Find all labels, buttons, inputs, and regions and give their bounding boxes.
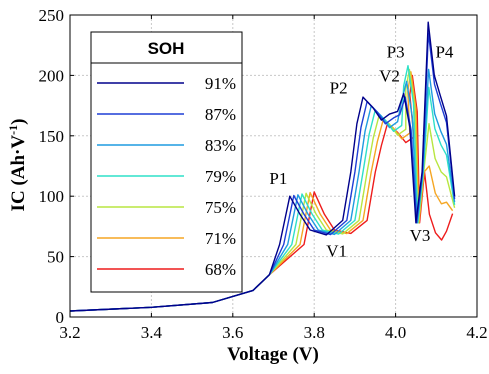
- legend: SOH 91% 87% 83% 79% 75% 71% 68%: [90, 31, 243, 293]
- annotations: P1 P2 V2 P3 P4 V1 V3: [269, 42, 454, 260]
- x-tick-label: 3.6: [222, 323, 243, 342]
- annotation-p1: P1: [269, 169, 287, 188]
- legend-label: 68%: [205, 260, 236, 279]
- series-layer: [69, 21, 456, 312]
- x-tick-label: 4.2: [466, 323, 487, 342]
- annotation-p3: P3: [387, 42, 405, 61]
- x-axis-title: Voltage (V): [227, 344, 319, 365]
- annotation-v3: V3: [410, 226, 431, 245]
- x-tick-label: 3.4: [141, 323, 163, 342]
- y-tick-label: 0: [56, 308, 65, 327]
- legend-label: 79%: [205, 167, 236, 186]
- y-axis-title-main: IC (Ah·V: [8, 135, 29, 212]
- legend-label: 75%: [205, 198, 236, 217]
- legend-label: 83%: [205, 136, 236, 155]
- legend-label: 91%: [205, 74, 236, 93]
- annotation-v2: V2: [379, 66, 400, 85]
- series-line-91pct: [69, 21, 456, 312]
- x-tick-label: 4.0: [385, 323, 406, 342]
- y-tick-label: 100: [39, 187, 65, 206]
- legend-label: 87%: [205, 105, 236, 124]
- y-axis-title-close: ): [8, 119, 29, 125]
- legend-items: 91% 87% 83% 79% 75% 71% 68%: [97, 74, 236, 279]
- y-tick-label: 200: [39, 66, 65, 85]
- annotation-p4: P4: [435, 42, 453, 61]
- legend-title: SOH: [148, 39, 185, 58]
- y-axis-title: IC (Ah·V-1): [6, 119, 29, 212]
- legend-box: [90, 31, 243, 293]
- x-tick-label: 3.2: [59, 323, 80, 342]
- plot-frame: [69, 14, 478, 318]
- y-tick-label: 250: [39, 6, 65, 25]
- y-axis-title-sup: -1: [6, 125, 20, 135]
- y-tick-label: 150: [39, 127, 65, 146]
- y-tick-label: 50: [47, 248, 64, 267]
- axis-ticks: 3.2 3.4 3.6 3.8 4.0 4.2 0 50 100 150 200 250: [39, 6, 488, 342]
- legend-label: 71%: [205, 229, 236, 248]
- annotation-p2: P2: [330, 79, 348, 98]
- x-tick-label: 3.8: [304, 323, 325, 342]
- annotation-v1: V1: [326, 242, 347, 261]
